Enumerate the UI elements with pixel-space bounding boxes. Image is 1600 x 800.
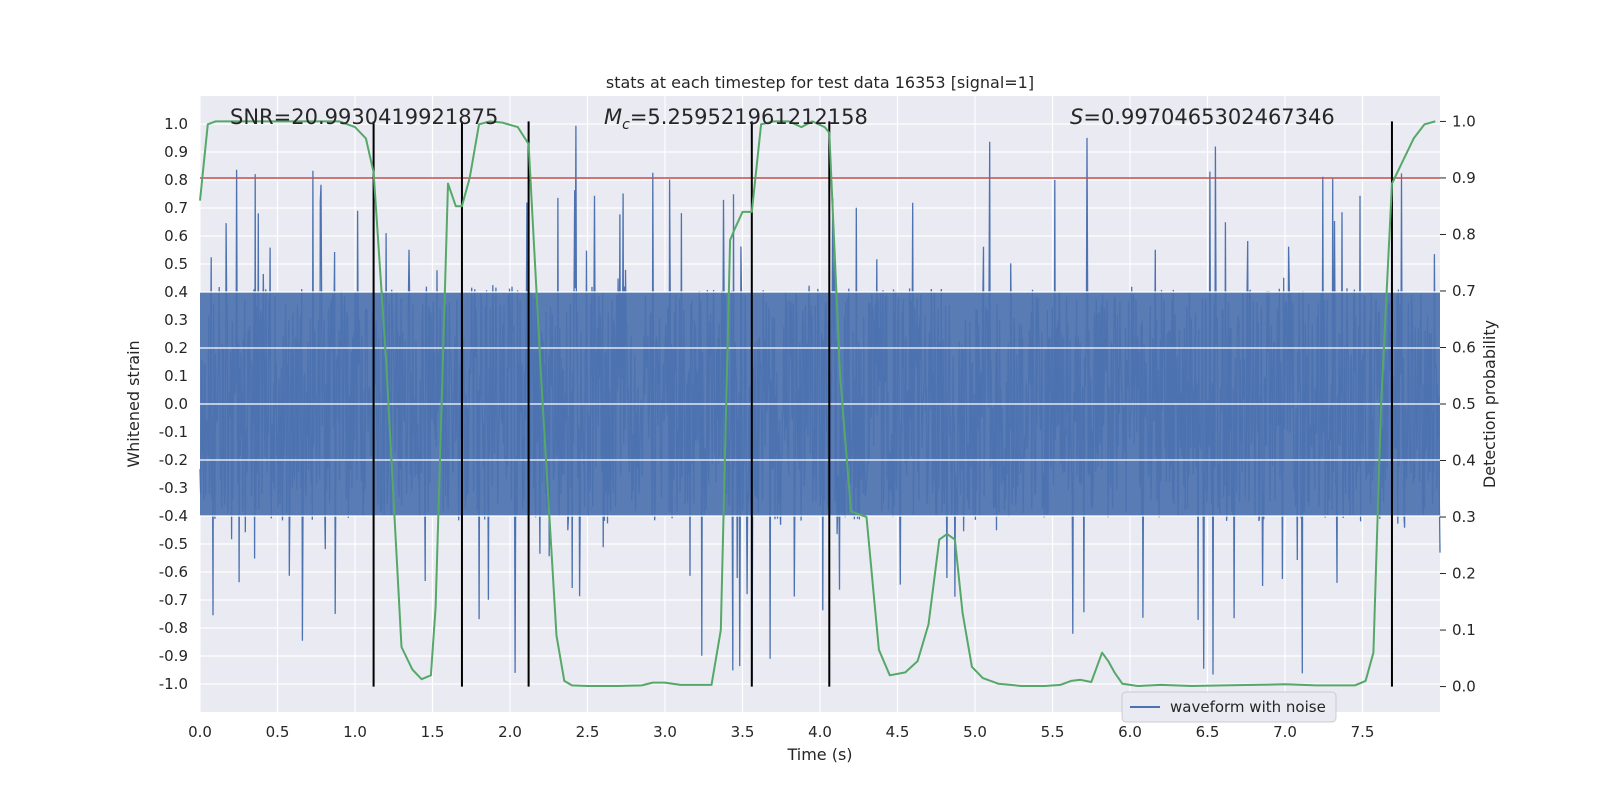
x-tick-label: 0.0: [188, 723, 212, 741]
y2-tick-label: 0.7: [1452, 282, 1476, 300]
y2-tick-label: 0.5: [1452, 395, 1476, 413]
y-tick-label: 0.5: [164, 255, 188, 273]
y-tick-label: 1.0: [164, 115, 188, 133]
y-tick-label: 0.6: [164, 227, 188, 245]
y-tick-label: -0.8: [159, 619, 188, 637]
y-tick-label: 0.3: [164, 311, 188, 329]
x-tick-label: 7.5: [1351, 723, 1375, 741]
y2-tick-label: 0.0: [1452, 678, 1476, 696]
legend: waveform with noise: [1121, 691, 1337, 723]
s-annotation: S=0.9970465302467346: [1070, 105, 1335, 129]
s-value: =0.9970465302467346: [1083, 105, 1334, 129]
chart-title: stats at each timestep for test data 163…: [606, 73, 1034, 92]
strain-series: [199, 125, 1441, 681]
y-tick-label: 0.2: [164, 339, 188, 357]
y-tick-label: -0.5: [159, 535, 188, 553]
chirp-mass-subscript: c: [622, 117, 630, 133]
chirp-mass-value: =5.259521961212158: [630, 105, 868, 129]
vertical-lines: [372, 121, 1393, 687]
x-tick-label: 7.0: [1273, 723, 1297, 741]
y2-tick-label: 0.6: [1452, 338, 1476, 356]
probability-line: [199, 120, 1436, 687]
chirp-mass-symbol: M: [604, 105, 622, 129]
y-tick-label: 0.8: [164, 171, 188, 189]
x-tick-label: 1.5: [421, 723, 445, 741]
x-tick-label: 2.0: [498, 723, 522, 741]
y-tick-label: 0.9: [164, 143, 188, 161]
snr-annotation: SNR=20.9930419921875: [230, 105, 498, 129]
probability-series: [199, 120, 1436, 687]
y-tick-label: -0.2: [159, 451, 188, 469]
y-tick-label: 0.0: [164, 395, 188, 413]
y-tick-label: -0.3: [159, 479, 188, 497]
x-tick-label: 1.0: [343, 723, 367, 741]
x-tick-label: 3.0: [653, 723, 677, 741]
x-tick-label: 6.0: [1118, 723, 1142, 741]
x-tick-label: 6.5: [1196, 723, 1220, 741]
y-tick-label: -0.9: [159, 647, 188, 665]
tick-labels: 0.0 0.5 1.0 1.5 2.0 2.5 3.0 3.5 4.0 4.5 5.0 5.5 6.0 6…: [159, 112, 1476, 741]
x-tick-label: 5.5: [1041, 723, 1065, 741]
y2-tick-label: 0.3: [1452, 508, 1476, 526]
x-tick-label: 5.0: [963, 723, 987, 741]
x-tick-label: 3.5: [731, 723, 755, 741]
y-tick-label: 0.4: [164, 283, 188, 301]
y2-tick-label: 0.1: [1452, 621, 1476, 639]
y2-axis-label: Detection probability: [1480, 320, 1499, 488]
chirp-mass-annotation: Mc=5.259521961212158: [604, 105, 868, 133]
y-axis-label: Whitened strain: [124, 340, 143, 467]
y2-tick-label: 0.4: [1452, 452, 1476, 470]
x-tick-label: 4.5: [886, 723, 910, 741]
y-tick-label: -0.6: [159, 563, 188, 581]
x-tick-label: 0.5: [266, 723, 290, 741]
y-tick-label: -0.1: [159, 423, 188, 441]
y2-tick-label: 0.9: [1452, 169, 1476, 187]
y-tick-label: -0.4: [159, 507, 188, 525]
y2-tick-label: 0.8: [1452, 225, 1476, 243]
y2-tick-label: 1.0: [1452, 112, 1476, 130]
x-tick-label: 2.5: [576, 723, 600, 741]
y-tick-label: 0.1: [164, 367, 188, 385]
legend-label-waveform: waveform with noise: [1170, 698, 1326, 716]
y-tick-label: -1.0: [159, 675, 188, 693]
y-tick-label: -0.7: [159, 591, 188, 609]
y-tick-label: 0.7: [164, 199, 188, 217]
s-symbol: S: [1070, 105, 1083, 129]
y2-tick-label: 0.2: [1452, 565, 1476, 583]
x-axis-label: Time (s): [786, 745, 852, 764]
legend-box: [1121, 691, 1337, 723]
x-tick-label: 4.0: [808, 723, 832, 741]
